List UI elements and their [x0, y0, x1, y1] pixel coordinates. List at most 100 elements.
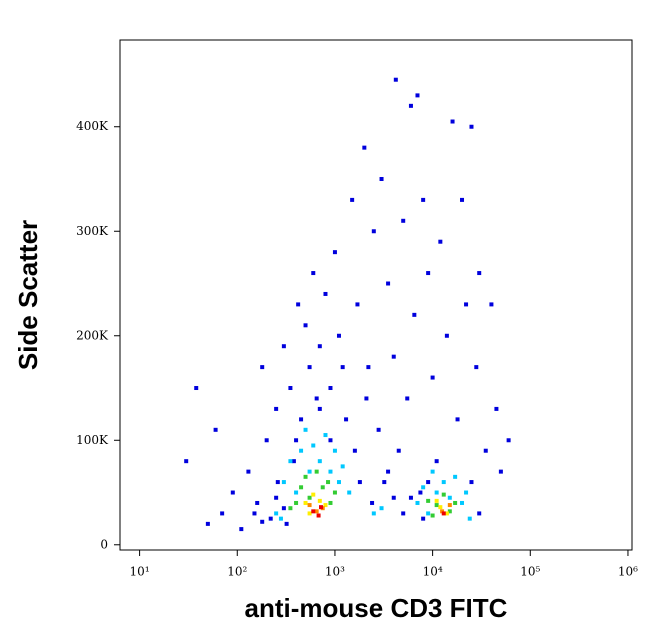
data-point	[393, 77, 398, 82]
data-point	[418, 490, 423, 495]
data-point	[371, 511, 376, 516]
data-point	[364, 396, 369, 401]
data-point	[426, 480, 431, 485]
x-tick-label: 10⁴	[423, 565, 443, 579]
y-tick-label: 0	[100, 537, 108, 551]
data-point	[426, 498, 431, 503]
data-point	[296, 302, 301, 307]
data-point	[260, 519, 265, 524]
data-point	[391, 354, 396, 359]
data-point	[294, 490, 299, 495]
data-point	[464, 302, 469, 307]
data-point	[434, 490, 439, 495]
data-point	[434, 498, 439, 503]
x-tick-label: 10²	[227, 565, 247, 579]
data-point	[328, 469, 333, 474]
data-point	[281, 506, 286, 511]
data-point	[288, 386, 293, 391]
data-point	[455, 417, 460, 422]
data-point	[294, 500, 299, 505]
data-point	[469, 480, 474, 485]
data-point	[441, 492, 446, 497]
data-point	[415, 500, 420, 505]
data-point	[379, 176, 384, 181]
data-point	[401, 511, 406, 516]
data-point	[350, 197, 355, 202]
data-point	[362, 145, 367, 150]
data-point	[444, 333, 449, 338]
data-point	[326, 480, 331, 485]
data-point	[340, 464, 345, 469]
data-point	[483, 448, 488, 453]
data-point	[299, 485, 304, 490]
data-point	[299, 448, 304, 453]
data-point	[371, 229, 376, 234]
data-point	[434, 459, 439, 464]
data-point	[317, 498, 322, 503]
data-point	[347, 490, 352, 495]
data-point	[268, 516, 273, 521]
data-point	[260, 365, 265, 370]
data-point	[460, 500, 465, 505]
data-point	[453, 500, 458, 505]
data-point	[352, 448, 357, 453]
data-point	[314, 509, 319, 514]
data-point	[314, 469, 319, 474]
data-point	[441, 511, 446, 516]
data-point	[317, 344, 322, 349]
x-axis-title: anti-mouse CD3 FITC	[245, 593, 508, 623]
data-point	[370, 500, 375, 505]
data-point	[278, 516, 283, 521]
data-point	[303, 474, 308, 479]
data-point	[307, 469, 312, 474]
data-point	[412, 312, 417, 317]
data-point	[408, 495, 413, 500]
data-point	[430, 469, 435, 474]
data-point	[447, 495, 452, 500]
data-point	[382, 480, 387, 485]
data-point	[303, 323, 308, 328]
data-point	[323, 291, 328, 296]
data-point	[438, 239, 443, 244]
data-point	[246, 469, 251, 474]
data-point	[467, 516, 472, 521]
data-point	[477, 511, 482, 516]
data-point	[440, 509, 445, 514]
data-point	[213, 427, 218, 432]
data-point	[317, 459, 322, 464]
data-point	[281, 344, 286, 349]
data-point	[421, 485, 426, 490]
x-tick-label: 10³	[325, 565, 345, 579]
data-point	[344, 417, 349, 422]
data-point	[430, 513, 435, 518]
data-point	[299, 417, 304, 422]
data-point	[405, 396, 410, 401]
data-point	[307, 511, 312, 516]
data-point	[311, 443, 316, 448]
data-point	[421, 516, 426, 521]
data-point	[447, 509, 452, 514]
data-point	[307, 365, 312, 370]
data-point	[274, 511, 279, 516]
data-point	[426, 511, 431, 516]
y-tick-label: 400K	[76, 119, 109, 133]
data-point	[288, 506, 293, 511]
data-point	[281, 480, 286, 485]
data-point	[220, 511, 225, 516]
data-point	[477, 271, 482, 276]
data-point	[328, 500, 333, 505]
data-point	[194, 386, 199, 391]
data-point	[426, 271, 431, 276]
data-point	[314, 396, 319, 401]
data-point	[340, 365, 345, 370]
data-point	[319, 505, 324, 510]
data-point	[386, 469, 391, 474]
data-point	[291, 459, 296, 464]
data-point	[453, 474, 458, 479]
data-point	[474, 365, 479, 370]
x-tick-label: 10¹	[130, 565, 150, 579]
data-point	[317, 406, 322, 411]
data-point	[447, 503, 452, 508]
data-point	[379, 506, 384, 511]
data-point	[311, 271, 316, 276]
